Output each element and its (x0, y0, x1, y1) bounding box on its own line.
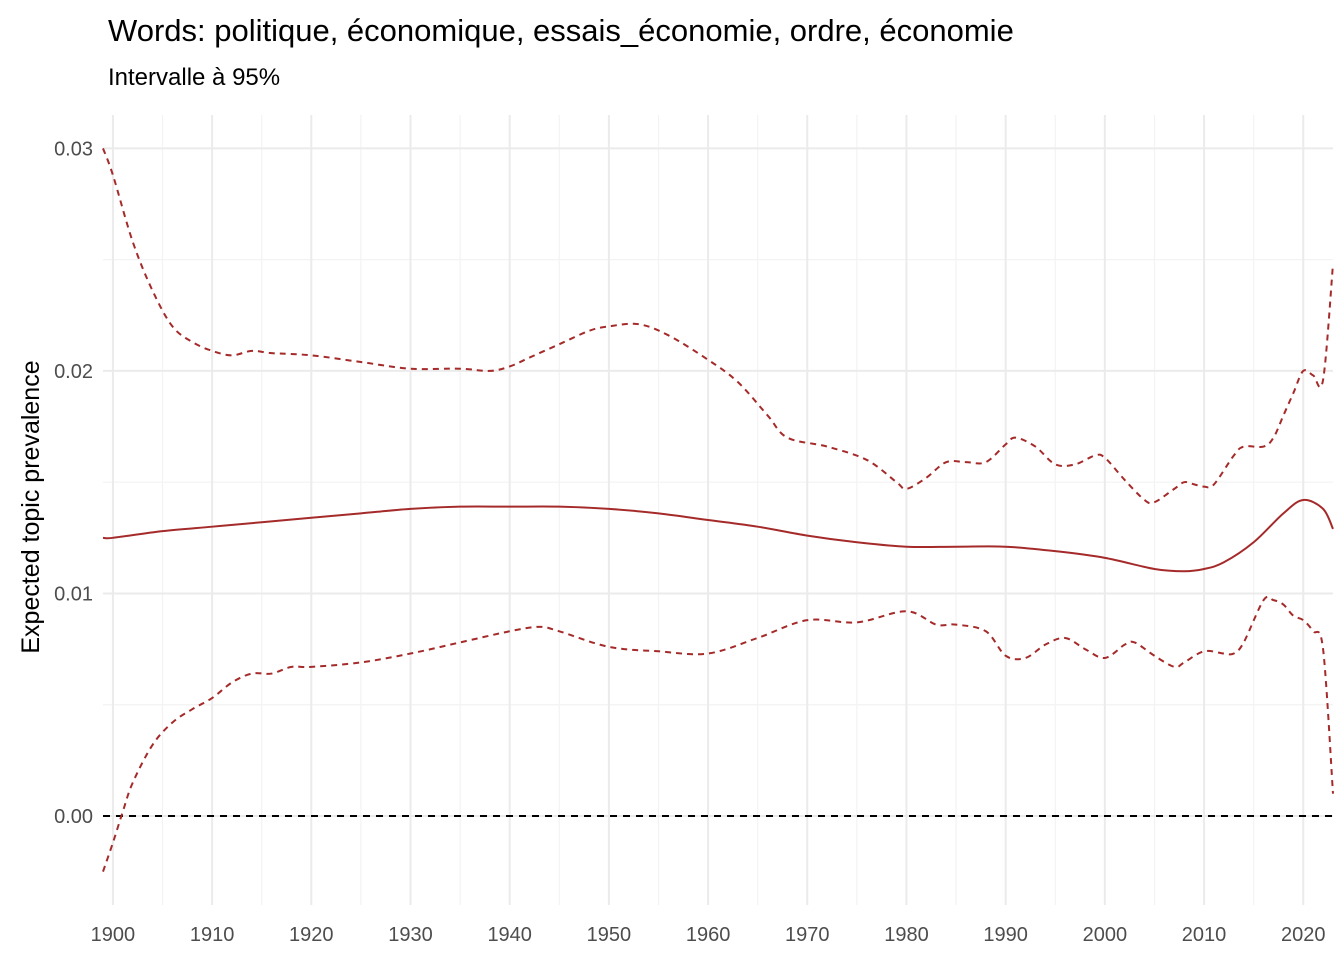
chart-subtitle: Intervalle à 95% (108, 64, 280, 91)
x-tick-label: 1930 (388, 924, 433, 946)
minor-gridlines (103, 115, 1333, 905)
x-tick-label: 1950 (587, 924, 632, 946)
x-tick-label: 1960 (686, 924, 731, 946)
major-gridlines (103, 115, 1333, 905)
upper-series-line (102, 148, 1334, 505)
y-axis-title: Expected topic prevalence (17, 360, 45, 653)
x-tick-label: 1990 (983, 924, 1028, 946)
y-tick-label: 0.00 (54, 806, 93, 828)
x-tick-label: 1910 (190, 924, 235, 946)
lower-series-line (102, 595, 1334, 872)
x-tick-label: 1940 (487, 924, 532, 946)
x-axis-tick-labels: 1900 1910 1920 1930 1940 1950 1960 1970 1980 1990… (91, 924, 1326, 946)
x-tick-label: 2020 (1281, 924, 1326, 946)
x-tick-label: 2010 (1182, 924, 1227, 946)
y-tick-label: 0.03 (54, 138, 93, 160)
y-axis-tick-labels: 0.00 0.01 0.02 0.03 (54, 138, 93, 828)
x-tick-label: 1980 (884, 924, 929, 946)
x-tick-label: 1920 (289, 924, 334, 946)
x-tick-label: 1900 (91, 924, 136, 946)
series-layer (102, 148, 1334, 872)
chart-title: Words: politique, économique, essais_éco… (108, 13, 1014, 48)
y-tick-label: 0.01 (54, 583, 93, 605)
x-tick-label: 2000 (1083, 924, 1128, 946)
y-tick-label: 0.02 (54, 361, 93, 383)
estimate-series-line (102, 498, 1334, 573)
x-tick-label: 1970 (785, 924, 830, 946)
